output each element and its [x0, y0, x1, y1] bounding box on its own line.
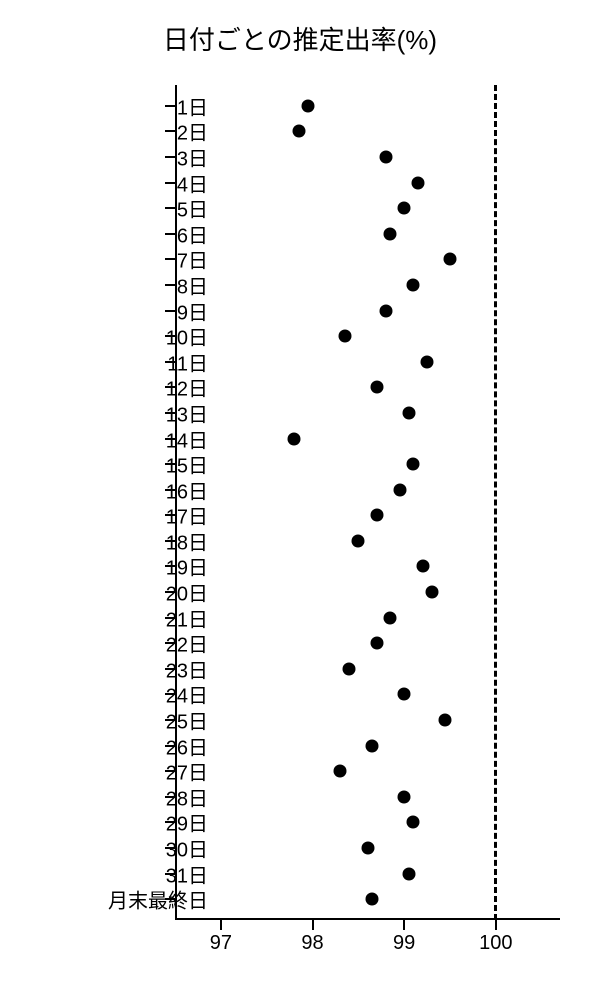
data-point: [370, 509, 383, 522]
y-tick: [165, 284, 175, 286]
data-point: [301, 99, 314, 112]
x-tick: [220, 920, 222, 930]
data-point: [361, 841, 374, 854]
data-point: [398, 790, 411, 803]
data-point: [421, 355, 434, 368]
y-tick: [165, 182, 175, 184]
x-axis-label: 99: [393, 932, 415, 955]
data-point: [425, 586, 438, 599]
x-axis: [175, 918, 560, 920]
data-point: [366, 893, 379, 906]
data-point: [292, 125, 305, 138]
data-point: [384, 611, 397, 624]
y-tick: [165, 233, 175, 235]
chart-container: 日付ごとの推定出率(%) 979899100 1日2日3日4日5日6日7日8日9…: [0, 0, 600, 1000]
data-point: [379, 151, 392, 164]
data-point: [439, 714, 452, 727]
data-point: [366, 739, 379, 752]
chart-title: 日付ごとの推定出率(%): [0, 20, 600, 57]
data-point: [407, 458, 420, 471]
data-point: [407, 278, 420, 291]
data-point: [393, 483, 406, 496]
y-tick: [165, 310, 175, 312]
data-point: [370, 381, 383, 394]
x-axis-label: 100: [479, 932, 512, 955]
plot-area: 979899100: [175, 85, 560, 920]
y-tick: [165, 156, 175, 158]
reference-line: [494, 85, 497, 920]
data-point: [402, 406, 415, 419]
x-tick: [403, 920, 405, 930]
data-point: [398, 688, 411, 701]
data-point: [334, 765, 347, 778]
x-tick: [495, 920, 497, 930]
x-axis-label: 98: [301, 932, 323, 955]
data-point: [370, 637, 383, 650]
data-point: [402, 867, 415, 880]
data-point: [288, 432, 301, 445]
data-point: [384, 227, 397, 240]
y-axis-label: 月末最終日: [108, 885, 208, 914]
data-point: [416, 560, 429, 573]
data-point: [352, 534, 365, 547]
y-tick: [165, 258, 175, 260]
data-point: [343, 662, 356, 675]
data-point: [444, 253, 457, 266]
data-point: [338, 330, 351, 343]
x-axis-label: 97: [210, 932, 232, 955]
x-tick: [312, 920, 314, 930]
data-point: [411, 176, 424, 189]
y-tick: [165, 130, 175, 132]
y-tick: [165, 105, 175, 107]
data-point: [407, 816, 420, 829]
data-point: [398, 202, 411, 215]
y-tick: [165, 207, 175, 209]
data-point: [379, 304, 392, 317]
